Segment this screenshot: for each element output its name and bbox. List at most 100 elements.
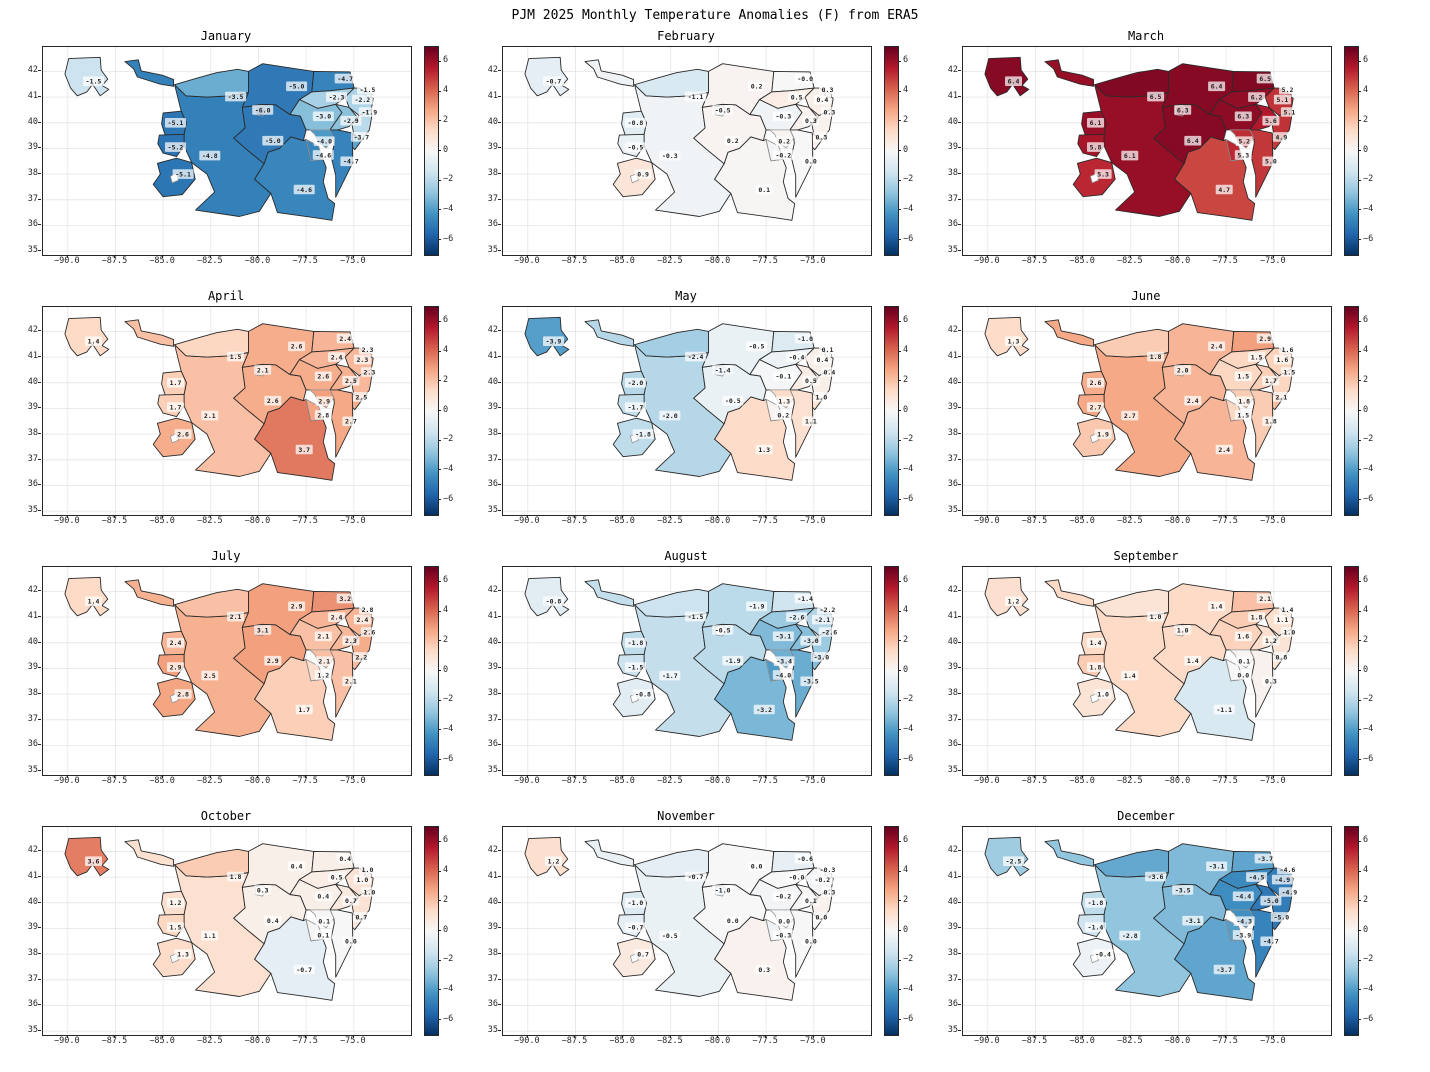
x-tick-mark (305, 1035, 307, 1038)
svg-text:0.3: 0.3 (758, 966, 770, 974)
y-tick-label: 37 (487, 973, 498, 984)
x-tick-mark (162, 515, 164, 518)
y-tick-mark (498, 1004, 501, 1006)
svg-text:-3.7: -3.7 (1257, 855, 1273, 863)
zone-value-label: 1.0 (353, 874, 371, 885)
zone-value-label: 1.6 (1234, 631, 1252, 642)
y-tick-label: 39 (27, 402, 38, 413)
zone-value-label: 3.1 (254, 625, 272, 635)
svg-text:1.7: 1.7 (298, 706, 310, 714)
y-tick-label: 38 (947, 948, 958, 959)
svg-text:-3.1: -3.1 (775, 633, 791, 641)
svg-text:-4.5: -4.5 (1249, 874, 1265, 882)
y-tick-mark (958, 978, 961, 980)
zone-value-label: 6.3 (1174, 105, 1192, 115)
svg-text:-5.0: -5.0 (1263, 897, 1279, 905)
zone-value-label: -1.5 (357, 84, 378, 95)
x-tick-label: −87.5 (561, 256, 588, 266)
zone-value-label: -4.9 (1278, 887, 1300, 897)
x-tick-mark (209, 255, 211, 258)
colorbar-tick-mark (1358, 699, 1361, 701)
zone-polygon-aep-arm (124, 319, 175, 347)
colorbar-tick-mark (898, 729, 901, 731)
y-tick-mark (498, 850, 501, 852)
y-tick-mark (958, 458, 961, 460)
x-tick-label: −87.5 (101, 516, 128, 526)
svg-text:-0.1: -0.1 (775, 373, 791, 381)
zone-value-label: -0.7 (685, 871, 707, 882)
x-tick-mark (717, 255, 719, 258)
zone-value-label: -0.2 (772, 891, 794, 902)
colorbar (884, 566, 899, 776)
svg-text:2.4: 2.4 (357, 616, 369, 624)
zone-value-label: 2.4 (328, 612, 346, 622)
subplot-title: August (664, 549, 708, 563)
svg-text:0.1: 0.1 (758, 186, 770, 194)
colorbar-tick-label: 0 (1363, 404, 1369, 415)
svg-text:1.5: 1.5 (1237, 411, 1249, 419)
y-tick-mark (498, 616, 501, 618)
colorbar (1344, 826, 1359, 1036)
y-tick-label: 35 (487, 765, 498, 776)
y-tick-mark (498, 173, 501, 175)
x-tick-label: −87.5 (1021, 776, 1048, 786)
x-tick-mark (812, 775, 814, 778)
svg-text:0.5: 0.5 (791, 94, 803, 102)
x-tick-mark (352, 1035, 354, 1038)
y-tick-mark (38, 770, 41, 772)
x-tick-mark (1129, 1035, 1131, 1038)
svg-text:2.5: 2.5 (356, 393, 368, 401)
colorbar-tick-mark (1358, 350, 1361, 352)
zone-polygon-dom (1174, 396, 1256, 481)
y-tick-mark (958, 70, 961, 72)
y-tick-label: 42 (27, 585, 38, 596)
zone-polygon-aep-arm (1044, 839, 1095, 867)
svg-text:2.6: 2.6 (1090, 379, 1102, 387)
zone-value-label: -0.5 (712, 105, 734, 115)
colorbar-tick-mark (1358, 60, 1361, 62)
zone-value-label: 1.8 (227, 871, 245, 882)
zone-value-label: 2.6 (1087, 378, 1104, 388)
colorbar-tick-label: −2 (443, 694, 454, 705)
colorbar-tick-label: 2 (443, 634, 449, 645)
y-tick-mark (958, 850, 961, 852)
colorbar-tick-mark (898, 499, 901, 501)
svg-text:1.6: 1.6 (1282, 346, 1294, 354)
subplot-march: March 6.4 6.5 6.3 6.1 5.8 6.1 5.3 6.4 6.4 6.5 6.2 6.… (930, 28, 1390, 288)
svg-text:2.9: 2.9 (1259, 335, 1271, 343)
svg-text:5.6: 5.6 (1265, 117, 1277, 125)
y-tick-mark (498, 484, 501, 486)
svg-text:-4.4: -4.4 (1235, 893, 1251, 901)
colorbar-tick-label: 2 (443, 894, 449, 905)
colorbar-tick-label: −4 (443, 463, 454, 474)
svg-text:-4.6: -4.6 (1280, 866, 1296, 874)
zone-value-label: -0.8 (543, 596, 564, 606)
colorbar-tick-label: 0 (1363, 924, 1369, 935)
zone-value-label: 2.9 (264, 655, 282, 666)
svg-text:-1.5: -1.5 (688, 613, 704, 621)
x-tick-mark (622, 515, 624, 518)
svg-text:6.5: 6.5 (1150, 93, 1162, 101)
svg-text:0.4: 0.4 (339, 855, 351, 863)
y-tick-mark (38, 458, 41, 460)
svg-text:5.3: 5.3 (1237, 151, 1249, 159)
zone-value-label: 5.2 (1279, 84, 1296, 95)
zone-value-label: -0.2 (811, 874, 833, 885)
zone-value-label: 2.6 (264, 395, 282, 406)
x-tick-mark (765, 515, 767, 518)
x-tick-mark (1272, 775, 1274, 778)
y-tick-mark (38, 510, 41, 512)
y-tick-label: 38 (487, 688, 498, 699)
svg-text:6.4: 6.4 (1211, 83, 1223, 91)
y-tick-mark (958, 590, 961, 592)
subplot-title: September (1113, 549, 1179, 563)
zone-value-label: 0.0 (812, 912, 830, 922)
svg-text:1.0: 1.0 (1177, 626, 1189, 634)
colorbar-tick-label: 0 (903, 404, 909, 415)
zone-value-label: 2.8 (359, 604, 376, 615)
colorbar-tick-label: −6 (443, 233, 454, 244)
x-tick-label: −85.0 (1069, 776, 1095, 786)
x-tick-mark (986, 775, 988, 778)
svg-text:-0.0: -0.0 (789, 874, 805, 882)
svg-text:6.5: 6.5 (1259, 75, 1271, 83)
